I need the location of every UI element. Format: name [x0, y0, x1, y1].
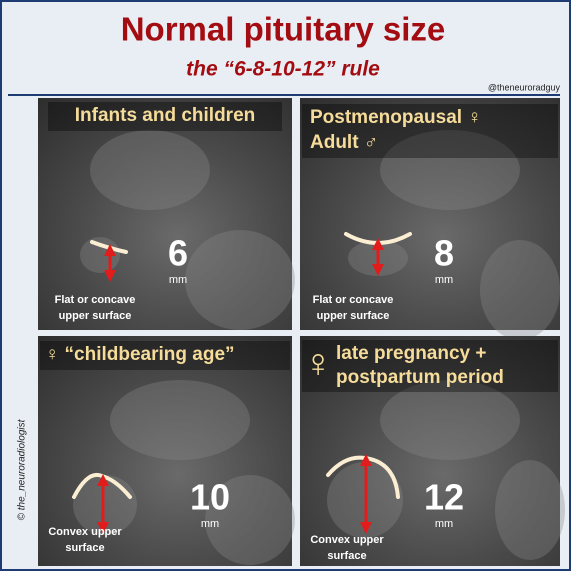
side-credit: © the_neuroradiologist — [17, 418, 28, 520]
heading: postpartum period — [336, 367, 504, 388]
size-unit: mm — [435, 518, 453, 530]
size-unit: mm — [435, 274, 453, 286]
size-unit: mm — [201, 518, 219, 530]
heading-box — [302, 340, 558, 392]
subtitle: the “6-8-10-12” rule — [186, 58, 380, 81]
heading: Postmenopausal ♀ — [310, 107, 482, 128]
tissue — [480, 240, 560, 340]
mri-image — [38, 336, 292, 566]
tissue — [90, 130, 210, 210]
mri-image — [300, 98, 560, 330]
heading-box — [48, 102, 282, 131]
handle: @theneuroradguy — [488, 82, 561, 92]
heading-box — [40, 341, 290, 370]
heading: Adult ♂ — [310, 132, 378, 153]
size-value: 10 — [190, 477, 230, 518]
panel: Infants and children 6mm Flat or concave up… — [38, 98, 295, 330]
size-value: 12 — [424, 477, 464, 518]
tissue — [205, 475, 295, 565]
tissue — [80, 237, 120, 273]
heading: late pregnancy + — [336, 343, 486, 364]
caption: surface — [65, 542, 104, 554]
panel: Postmenopausal ♀ Adult ♂ 8mm Flat or concav… — [300, 98, 560, 340]
tissue — [110, 380, 250, 460]
heading-box — [302, 104, 558, 158]
heading: ♀ “childbearing age” — [45, 344, 235, 365]
tissue — [380, 380, 520, 460]
tissue — [185, 230, 295, 330]
size-unit: mm — [169, 274, 187, 286]
mri-image — [38, 98, 292, 330]
tissue — [495, 460, 565, 560]
caption: upper surface — [59, 310, 132, 322]
caption: Convex upper — [310, 534, 384, 546]
title: Normal pituitary size — [121, 11, 446, 48]
heading-symbol: ♀ — [303, 342, 333, 386]
caption: upper surface — [317, 310, 390, 322]
size-value: 6 — [168, 233, 188, 274]
caption: Flat or concave — [55, 294, 136, 306]
tissue — [380, 130, 520, 210]
caption: Flat or concave — [313, 294, 394, 306]
heading: Infants and children — [75, 105, 256, 126]
caption: surface — [327, 550, 366, 562]
mri-image — [300, 336, 560, 566]
size-value: 8 — [434, 233, 454, 274]
caption: Convex upper — [48, 526, 122, 538]
